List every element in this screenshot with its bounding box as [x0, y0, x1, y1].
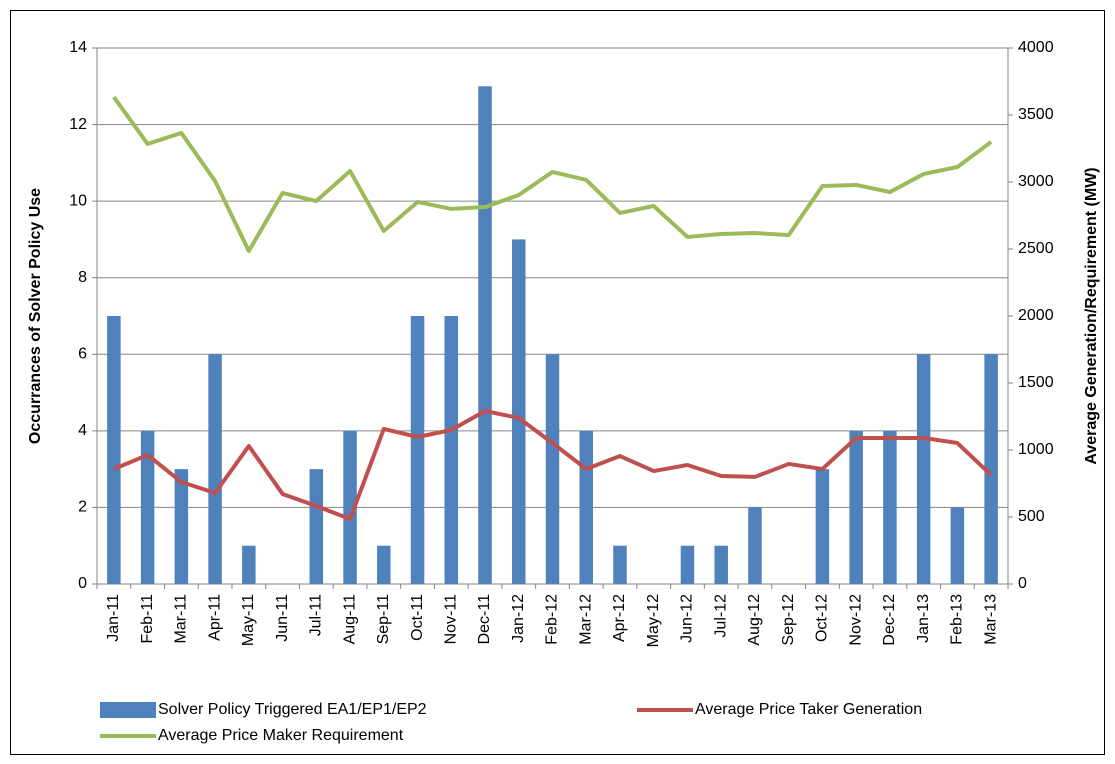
y2-tick-label: 2500 [1018, 240, 1054, 257]
x-tick-label: Oct-11 [409, 594, 426, 641]
bar [107, 316, 121, 584]
y2-tick-label: 4000 [1018, 39, 1054, 56]
y-tick-label: 0 [78, 575, 87, 592]
y-tick-label: 6 [78, 346, 87, 363]
x-tick-label: Feb-12 [544, 594, 561, 645]
bar [410, 316, 425, 584]
bar [815, 469, 830, 584]
bar [916, 354, 931, 584]
y2-tick-label: 1000 [1018, 441, 1054, 458]
y-tick-label: 8 [78, 269, 87, 286]
y-tick-label: 2 [78, 499, 87, 516]
x-tick-label: Dec-12 [881, 594, 898, 646]
bar [714, 545, 728, 584]
bar [984, 354, 998, 584]
legend-label: Average Price Taker Generation [695, 701, 922, 718]
x-tick-label: Sep-12 [780, 594, 797, 646]
x-tick-label: Mar-12 [577, 594, 594, 645]
x-tick-label: Jan-13 [915, 594, 932, 643]
bar [140, 430, 155, 584]
x-tick-label: Apr-11 [206, 594, 223, 641]
x-tick-label: Nov-12 [847, 594, 864, 646]
bar [242, 545, 256, 584]
x-tick-label: Dec-11 [476, 594, 493, 644]
y-tick-label: 4 [78, 422, 87, 439]
x-tick-label: May-12 [645, 594, 662, 647]
x-tick-label: Jul-12 [712, 594, 729, 638]
x-tick-label: Nov-11 [442, 594, 459, 644]
x-tick-label: Feb-13 [949, 594, 966, 645]
x-tick-label: Oct-12 [814, 594, 831, 642]
y2-tick-label: 3000 [1018, 173, 1054, 190]
x-tick-label: Apr-12 [611, 594, 628, 642]
bar [377, 545, 391, 584]
y2-tick-label: 3500 [1018, 106, 1054, 123]
x-tick-label: May-11 [240, 594, 257, 646]
y-axis-title: Occurrances of Solver Policy Use [27, 188, 44, 444]
x-tick-label: Aug-12 [746, 594, 763, 646]
x-tick-label: Jun-12 [679, 594, 696, 643]
x-tick-label: Jan-11 [105, 594, 122, 642]
y-tick-label: 14 [69, 39, 87, 56]
bar [343, 430, 357, 584]
y-tick-label: 12 [69, 116, 87, 133]
bar [950, 507, 965, 584]
bar [883, 430, 897, 584]
legend-swatch [100, 702, 156, 718]
line [113, 409, 993, 522]
bar [512, 239, 526, 584]
x-tick-label: Feb-11 [139, 594, 156, 644]
x-tick-label: Jan-12 [510, 594, 527, 643]
bar [748, 507, 762, 584]
y2-tick-label: 0 [1018, 575, 1027, 592]
bar [613, 545, 627, 584]
x-tick-label: Mar-13 [982, 594, 999, 645]
bar [478, 86, 492, 585]
bar [545, 354, 560, 584]
y2-axis-title: Average Generation/Requirement (MW) [1083, 167, 1100, 464]
y2-tick-label: 500 [1018, 508, 1045, 525]
bar [444, 316, 459, 584]
x-tick-label: Mar-11 [173, 594, 190, 644]
y2-tick-label: 1500 [1018, 374, 1054, 391]
bar [579, 430, 593, 584]
x-tick-label: Aug-11 [341, 594, 358, 645]
x-tick-label: Jul-11 [308, 594, 325, 636]
legend-label: Average Price Maker Requirement [158, 727, 404, 744]
legend-label: Solver Policy Triggered EA1/EP1/EP2 [158, 701, 427, 718]
bar [174, 469, 189, 584]
y-tick-label: 10 [69, 192, 87, 209]
x-tick-label: Sep-11 [375, 594, 392, 645]
bar [680, 545, 695, 584]
bar [309, 469, 324, 584]
line [112, 95, 993, 254]
y2-tick-label: 2000 [1018, 307, 1054, 324]
bar [208, 354, 222, 584]
bar [849, 430, 863, 584]
x-tick-label: Jun-11 [274, 594, 291, 642]
